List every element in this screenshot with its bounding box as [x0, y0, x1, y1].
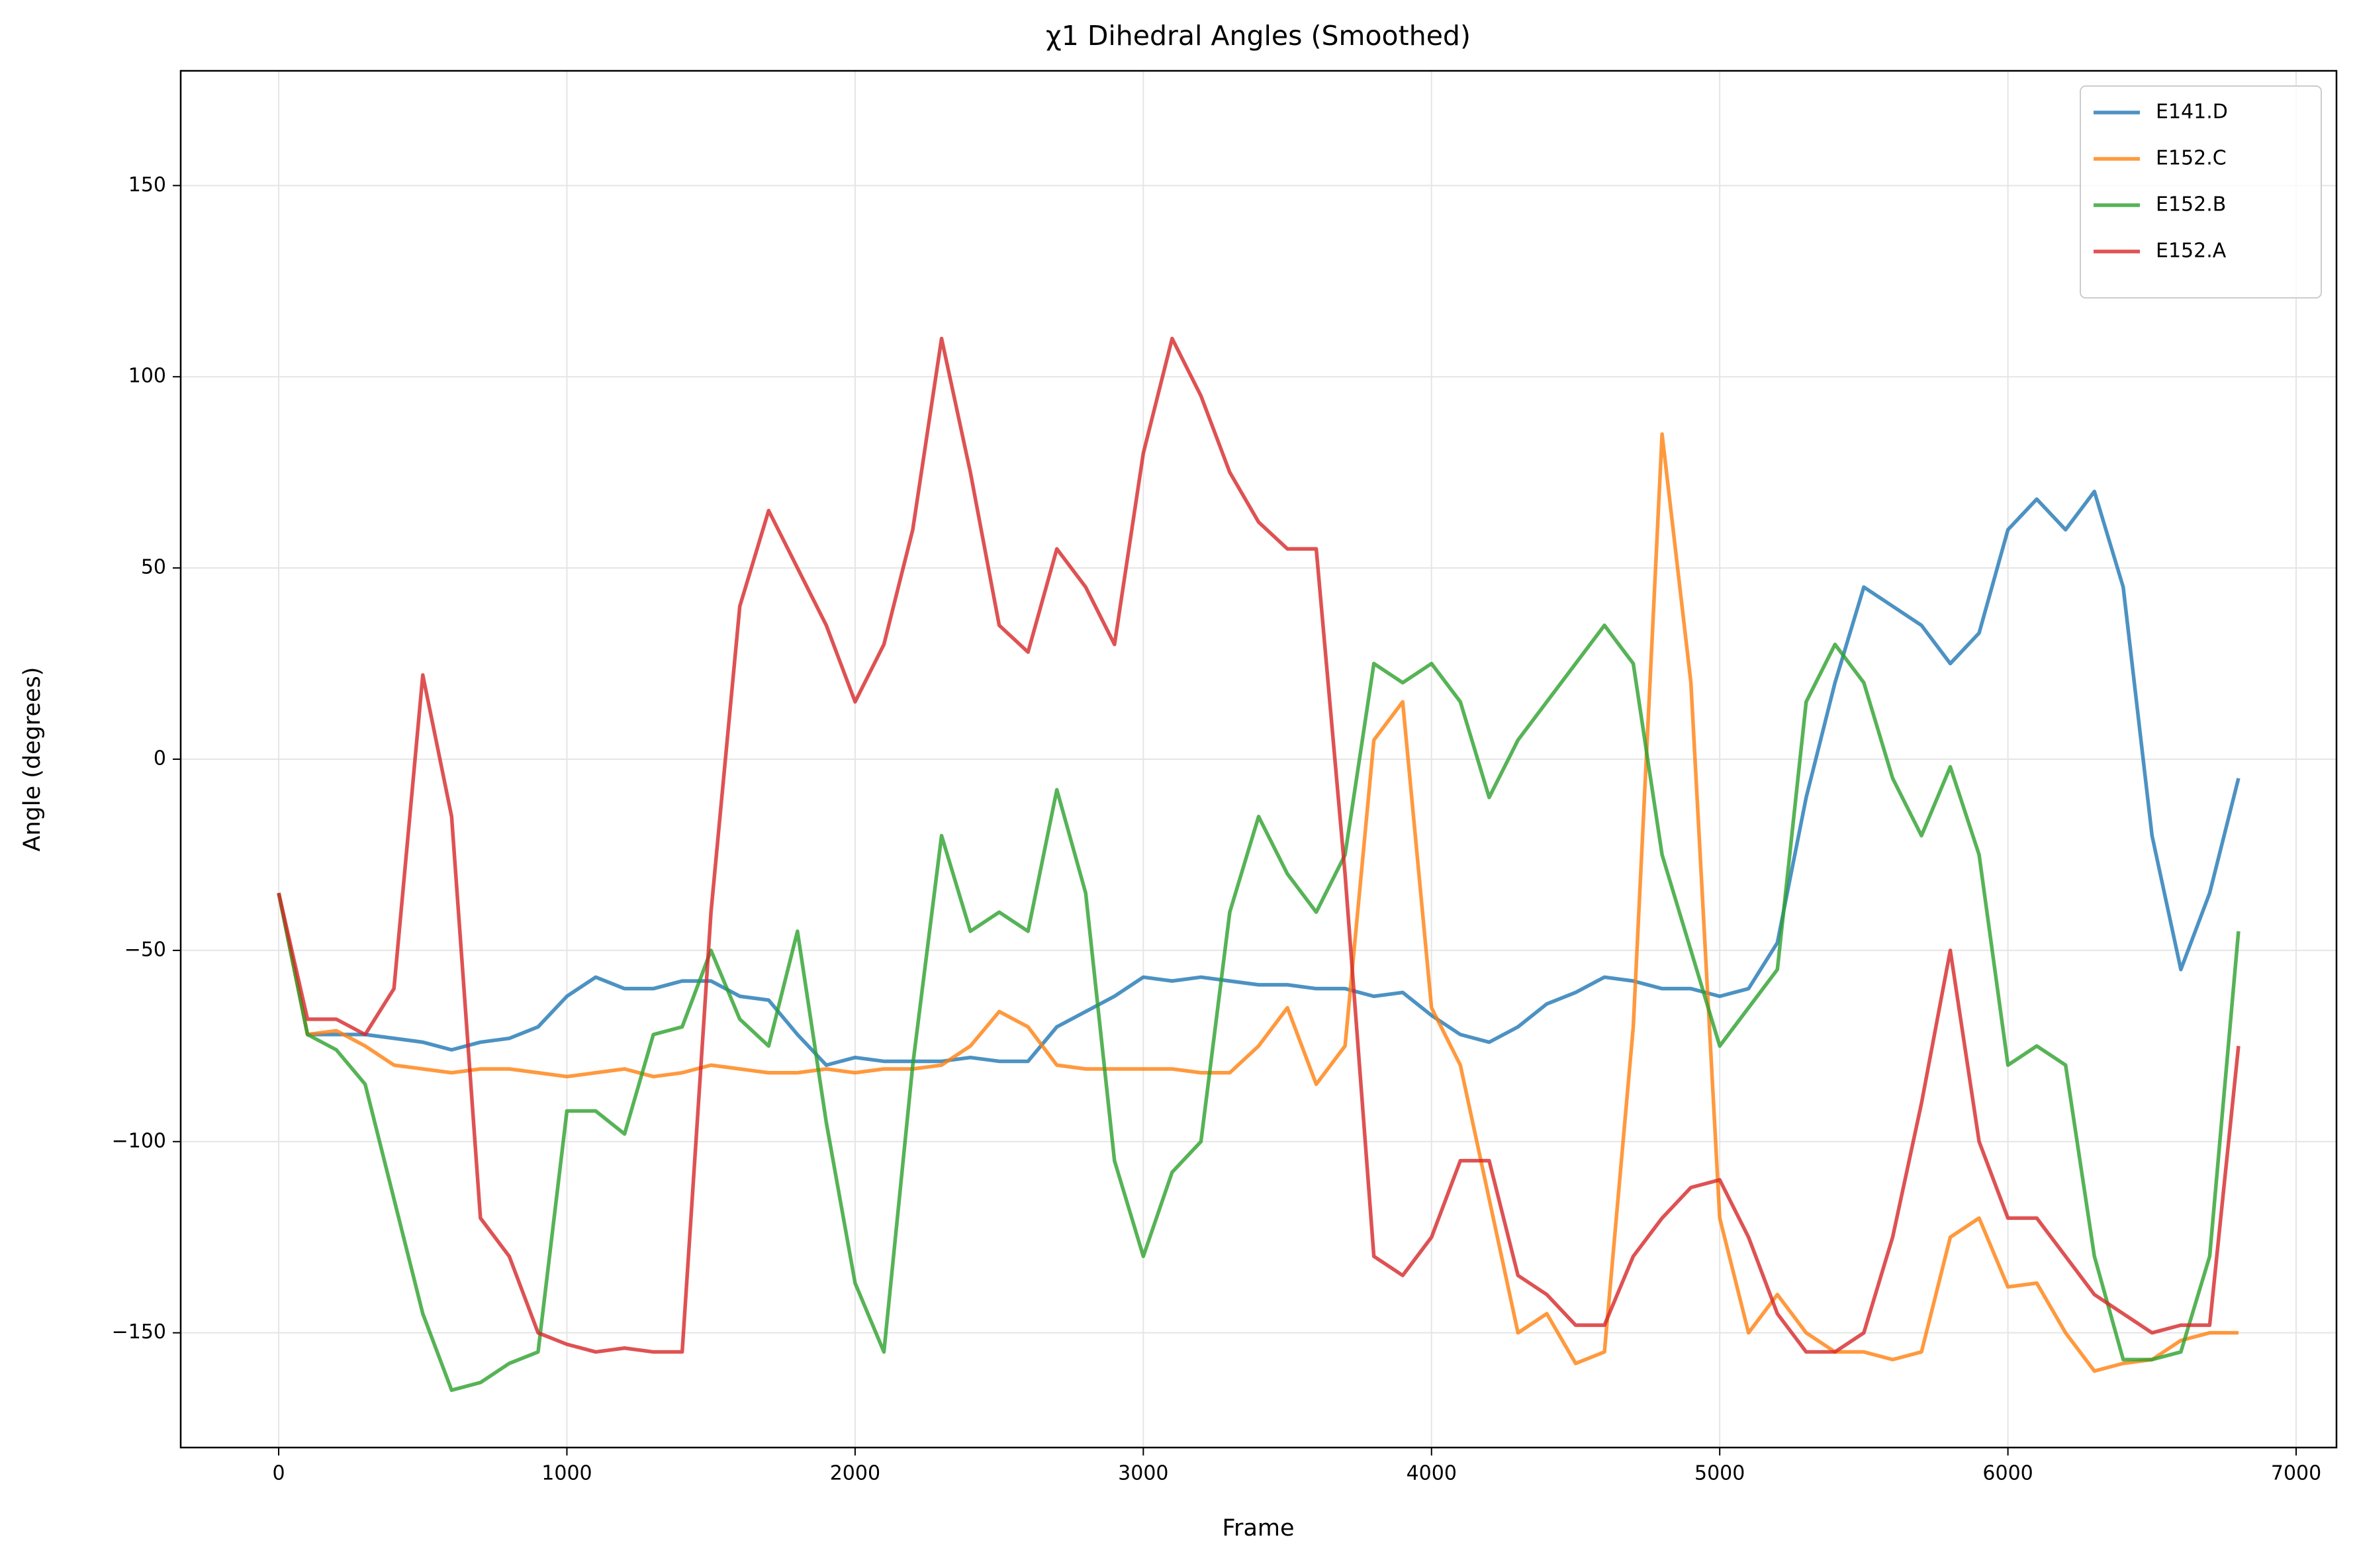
- legend-label: E152.B: [2156, 193, 2226, 216]
- series-line: [277, 489, 2241, 1067]
- y-tick-label: −100: [112, 1129, 166, 1152]
- series-line: [277, 336, 2241, 1354]
- y-axis-label: Angle (degrees): [19, 667, 46, 852]
- y-tick-label: 50: [141, 556, 166, 579]
- x-tick-label: 0: [272, 1462, 285, 1485]
- x-tick-label: 2000: [830, 1462, 880, 1485]
- series-line: [277, 623, 2241, 1393]
- x-tick-label: 1000: [541, 1462, 592, 1485]
- x-tick-label: 3000: [1118, 1462, 1168, 1485]
- chart-title: χ1 Dihedral Angles (Smoothed): [1046, 20, 1471, 52]
- y-tick-label: 150: [128, 173, 166, 197]
- legend-label: E141.D: [2156, 101, 2228, 124]
- y-tick-label: 0: [154, 747, 166, 770]
- series-line: [277, 432, 2239, 1373]
- y-tick-label: −150: [112, 1320, 166, 1344]
- x-tick-label: 7000: [2271, 1462, 2321, 1485]
- y-tick-label: 100: [128, 365, 166, 388]
- x-tick-label: 4000: [1407, 1462, 1457, 1485]
- plot-frame: [179, 69, 2338, 1449]
- legend-box: [2080, 85, 2322, 299]
- y-tick-label: −50: [124, 938, 166, 961]
- x-tick-label: 5000: [1694, 1462, 1745, 1485]
- x-tick-label: 6000: [1982, 1462, 2033, 1485]
- legend-label: E152.A: [2156, 240, 2227, 263]
- x-axis-label: Frame: [1222, 1515, 1294, 1542]
- legend-label: E152.C: [2156, 147, 2227, 170]
